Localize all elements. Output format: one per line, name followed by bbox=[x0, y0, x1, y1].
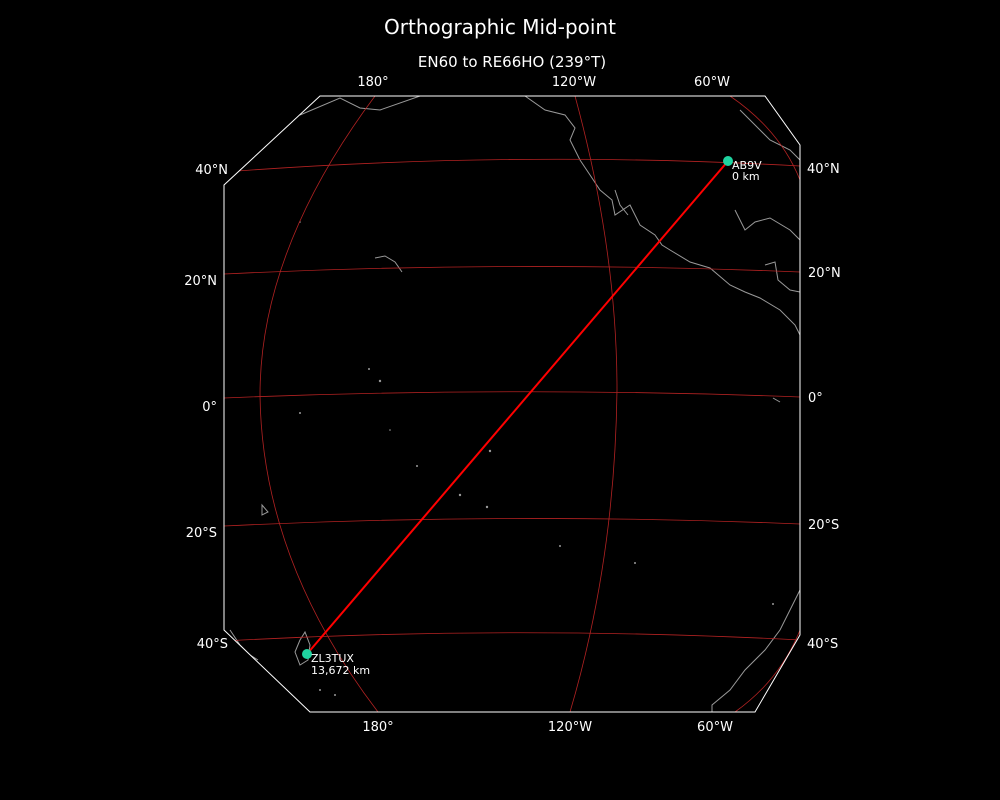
parallel-20n bbox=[224, 266, 800, 275]
left-label: 40°N bbox=[195, 163, 228, 178]
left-label: 20°S bbox=[186, 526, 217, 541]
left-label: 40°S bbox=[197, 637, 228, 652]
station-zl3tux: ZL3TUX 13,672 km bbox=[302, 649, 370, 677]
graticule bbox=[224, 96, 800, 712]
map-frame bbox=[223, 95, 801, 713]
meridian-180 bbox=[259, 96, 379, 712]
top-label: 120°W bbox=[552, 75, 596, 90]
right-label: 20°S bbox=[808, 518, 839, 533]
map-area bbox=[224, 96, 800, 712]
station-distance: 0 km bbox=[732, 170, 760, 183]
parallel-40s bbox=[224, 632, 800, 642]
station-distance: 13,672 km bbox=[311, 664, 370, 677]
station-marker bbox=[302, 649, 312, 659]
left-label: 20°N bbox=[184, 274, 217, 289]
right-label: 40°N bbox=[807, 162, 840, 177]
meridian-60w bbox=[729, 96, 800, 181]
parallel-40n bbox=[224, 158, 800, 173]
station-call: ZL3TUX bbox=[311, 652, 354, 665]
islands bbox=[299, 221, 774, 696]
map-subtitle: EN60 to RE66HO (239°T) bbox=[418, 53, 606, 71]
right-label: 0° bbox=[808, 391, 823, 406]
parallel-0 bbox=[224, 391, 800, 399]
top-label: 60°W bbox=[694, 75, 730, 90]
right-label: 40°S bbox=[807, 637, 838, 652]
left-label: 0° bbox=[202, 400, 217, 415]
top-label: 180° bbox=[357, 75, 388, 90]
meridian-120w bbox=[569, 96, 618, 712]
parallel-20s bbox=[224, 518, 800, 527]
station-call: AB9V bbox=[732, 159, 762, 172]
station-ab9v: AB9V 0 km bbox=[723, 156, 762, 183]
great-circle-path bbox=[306, 160, 729, 655]
station-marker bbox=[723, 156, 733, 166]
map-title: Orthographic Mid-point bbox=[384, 15, 616, 39]
bottom-label: 120°W bbox=[548, 720, 592, 735]
axis-labels: 180° 120°W 60°W 180° 120°W 60°W 40°N 20°… bbox=[184, 75, 841, 735]
right-label: 20°N bbox=[808, 266, 841, 281]
bottom-label: 60°W bbox=[697, 720, 733, 735]
coastlines bbox=[229, 96, 800, 712]
meridian-60w-south bbox=[734, 629, 800, 712]
bottom-label: 180° bbox=[362, 720, 393, 735]
